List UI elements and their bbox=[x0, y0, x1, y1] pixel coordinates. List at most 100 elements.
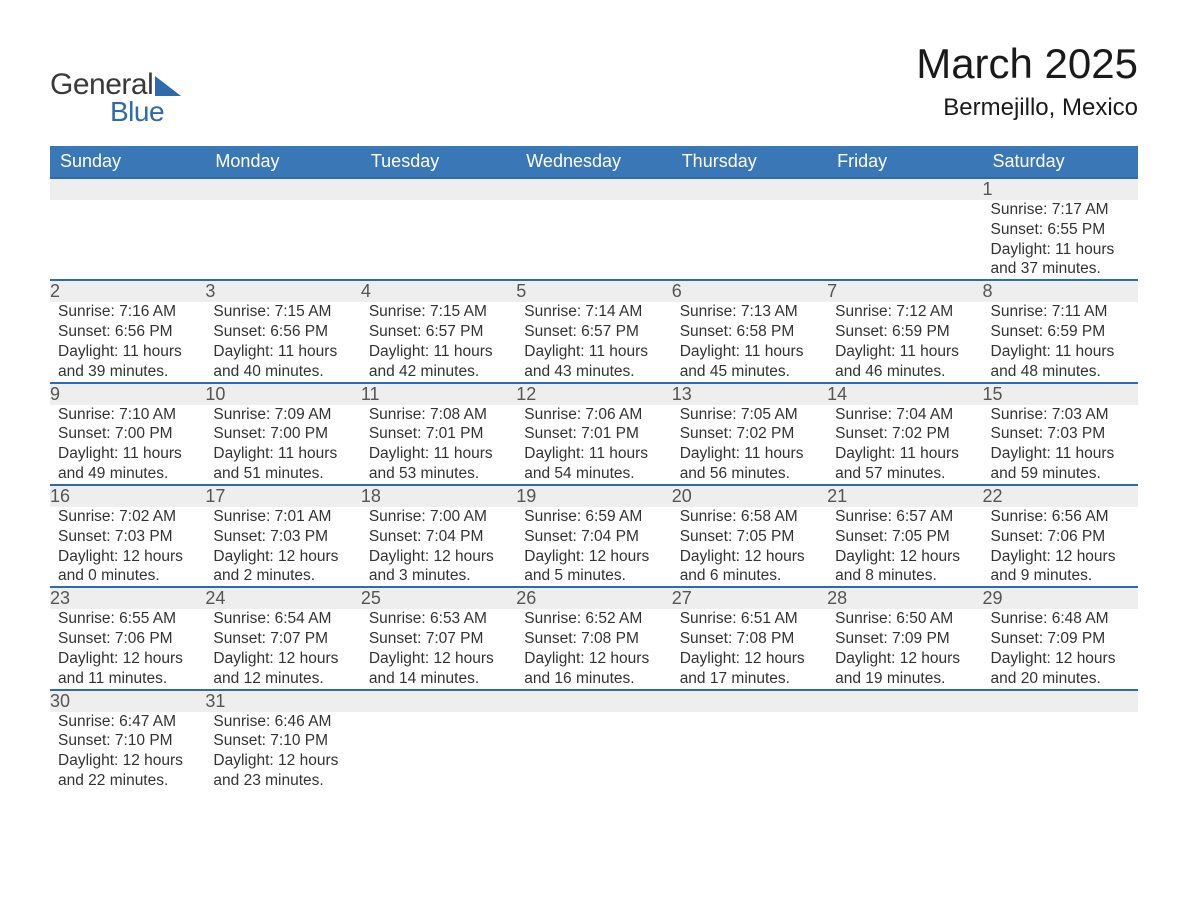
empty-day-cell bbox=[361, 200, 516, 280]
daynum-row: 16171819202122 bbox=[50, 485, 1138, 507]
logo-triangle-icon bbox=[155, 76, 181, 96]
sunrise-line: Sunrise: 7:17 AM bbox=[983, 200, 1138, 220]
day-cell: Sunrise: 7:10 AMSunset: 7:00 PMDaylight:… bbox=[50, 405, 205, 485]
daylight-line-2: and 48 minutes. bbox=[983, 362, 1138, 382]
page-title: March 2025 bbox=[916, 40, 1138, 88]
daylight-line-2: and 22 minutes. bbox=[50, 771, 205, 791]
daydata-row: Sunrise: 7:16 AMSunset: 6:56 PMDaylight:… bbox=[50, 302, 1138, 382]
sunrise-line: Sunrise: 6:50 AM bbox=[827, 609, 982, 629]
day-cell: Sunrise: 6:57 AMSunset: 7:05 PMDaylight:… bbox=[827, 507, 982, 587]
empty-daynum bbox=[516, 690, 671, 712]
sunset-line: Sunset: 7:06 PM bbox=[983, 527, 1138, 547]
daylight-line-1: Daylight: 12 hours bbox=[827, 649, 982, 669]
daylight-line-2: and 37 minutes. bbox=[983, 259, 1138, 279]
day-number: 1 bbox=[983, 178, 1138, 200]
daylight-line-1: Daylight: 11 hours bbox=[983, 240, 1138, 260]
empty-daynum bbox=[827, 690, 982, 712]
daylight-line-2: and 39 minutes. bbox=[50, 362, 205, 382]
day-cell: Sunrise: 7:15 AMSunset: 6:57 PMDaylight:… bbox=[361, 302, 516, 382]
sunset-line: Sunset: 7:03 PM bbox=[50, 527, 205, 547]
day-number: 24 bbox=[205, 587, 360, 609]
sunset-line: Sunset: 7:08 PM bbox=[516, 629, 671, 649]
sunset-line: Sunset: 7:02 PM bbox=[827, 424, 982, 444]
day-number: 4 bbox=[361, 280, 516, 302]
logo-text-blue: Blue bbox=[110, 96, 164, 128]
daylight-line-1: Daylight: 12 hours bbox=[827, 547, 982, 567]
sunset-line: Sunset: 7:02 PM bbox=[672, 424, 827, 444]
sunset-line: Sunset: 7:09 PM bbox=[827, 629, 982, 649]
sunset-line: Sunset: 7:06 PM bbox=[50, 629, 205, 649]
sunset-line: Sunset: 6:57 PM bbox=[516, 322, 671, 342]
daylight-line-2: and 3 minutes. bbox=[361, 566, 516, 586]
day-number: 30 bbox=[50, 690, 205, 712]
logo: General Blue bbox=[50, 40, 181, 128]
daylight-line-2: and 46 minutes. bbox=[827, 362, 982, 382]
day-cell: Sunrise: 7:11 AMSunset: 6:59 PMDaylight:… bbox=[983, 302, 1138, 382]
sunrise-line: Sunrise: 7:14 AM bbox=[516, 302, 671, 322]
sunrise-line: Sunrise: 7:05 AM bbox=[672, 405, 827, 425]
sunrise-line: Sunrise: 7:09 AM bbox=[205, 405, 360, 425]
daylight-line-2: and 53 minutes. bbox=[361, 464, 516, 484]
weekday-header: Friday bbox=[827, 146, 982, 178]
sunrise-line: Sunrise: 6:55 AM bbox=[50, 609, 205, 629]
day-cell: Sunrise: 6:52 AMSunset: 7:08 PMDaylight:… bbox=[516, 609, 671, 689]
sunrise-line: Sunrise: 7:13 AM bbox=[672, 302, 827, 322]
sunset-line: Sunset: 6:56 PM bbox=[205, 322, 360, 342]
weekday-header: Thursday bbox=[672, 146, 827, 178]
day-number: 9 bbox=[50, 383, 205, 405]
day-number: 21 bbox=[827, 485, 982, 507]
empty-daynum bbox=[672, 690, 827, 712]
daylight-line-2: and 59 minutes. bbox=[983, 464, 1138, 484]
empty-day-cell bbox=[50, 200, 205, 280]
daylight-line-2: and 49 minutes. bbox=[50, 464, 205, 484]
day-cell: Sunrise: 6:46 AMSunset: 7:10 PMDaylight:… bbox=[205, 712, 360, 791]
empty-day-cell bbox=[516, 200, 671, 280]
day-cell: Sunrise: 7:03 AMSunset: 7:03 PMDaylight:… bbox=[983, 405, 1138, 485]
daylight-line-1: Daylight: 12 hours bbox=[983, 649, 1138, 669]
daylight-line-1: Daylight: 11 hours bbox=[983, 444, 1138, 464]
daydata-row: Sunrise: 6:47 AMSunset: 7:10 PMDaylight:… bbox=[50, 712, 1138, 791]
daydata-row: Sunrise: 7:10 AMSunset: 7:00 PMDaylight:… bbox=[50, 405, 1138, 485]
sunset-line: Sunset: 7:05 PM bbox=[827, 527, 982, 547]
sunrise-line: Sunrise: 7:11 AM bbox=[983, 302, 1138, 322]
daydata-row: Sunrise: 7:02 AMSunset: 7:03 PMDaylight:… bbox=[50, 507, 1138, 587]
title-block: March 2025 Bermejillo, Mexico bbox=[916, 40, 1138, 122]
sunset-line: Sunset: 7:03 PM bbox=[983, 424, 1138, 444]
daylight-line-2: and 57 minutes. bbox=[827, 464, 982, 484]
daylight-line-2: and 9 minutes. bbox=[983, 566, 1138, 586]
sunrise-line: Sunrise: 7:06 AM bbox=[516, 405, 671, 425]
sunrise-line: Sunrise: 6:59 AM bbox=[516, 507, 671, 527]
daynum-row: 23242526272829 bbox=[50, 587, 1138, 609]
day-cell: Sunrise: 7:09 AMSunset: 7:00 PMDaylight:… bbox=[205, 405, 360, 485]
sunrise-line: Sunrise: 6:58 AM bbox=[672, 507, 827, 527]
daynum-row: 9101112131415 bbox=[50, 383, 1138, 405]
daylight-line-2: and 45 minutes. bbox=[672, 362, 827, 382]
sunrise-line: Sunrise: 6:54 AM bbox=[205, 609, 360, 629]
sunset-line: Sunset: 7:09 PM bbox=[983, 629, 1138, 649]
day-cell: Sunrise: 6:58 AMSunset: 7:05 PMDaylight:… bbox=[672, 507, 827, 587]
day-number: 11 bbox=[361, 383, 516, 405]
day-cell: Sunrise: 7:15 AMSunset: 6:56 PMDaylight:… bbox=[205, 302, 360, 382]
daylight-line-2: and 23 minutes. bbox=[205, 771, 360, 791]
daylight-line-2: and 56 minutes. bbox=[672, 464, 827, 484]
day-cell: Sunrise: 7:14 AMSunset: 6:57 PMDaylight:… bbox=[516, 302, 671, 382]
day-number: 26 bbox=[516, 587, 671, 609]
daydata-row: Sunrise: 7:17 AMSunset: 6:55 PMDaylight:… bbox=[50, 200, 1138, 280]
daylight-line-2: and 54 minutes. bbox=[516, 464, 671, 484]
day-number: 13 bbox=[672, 383, 827, 405]
daylight-line-1: Daylight: 12 hours bbox=[205, 751, 360, 771]
day-cell: Sunrise: 7:00 AMSunset: 7:04 PMDaylight:… bbox=[361, 507, 516, 587]
empty-daynum bbox=[827, 178, 982, 200]
empty-day-cell bbox=[672, 200, 827, 280]
daylight-line-1: Daylight: 11 hours bbox=[983, 342, 1138, 362]
day-number: 29 bbox=[983, 587, 1138, 609]
day-cell: Sunrise: 7:13 AMSunset: 6:58 PMDaylight:… bbox=[672, 302, 827, 382]
weekday-header: Monday bbox=[205, 146, 360, 178]
day-number: 17 bbox=[205, 485, 360, 507]
day-number: 25 bbox=[361, 587, 516, 609]
day-number: 3 bbox=[205, 280, 360, 302]
sunset-line: Sunset: 7:07 PM bbox=[205, 629, 360, 649]
daynum-row: 2345678 bbox=[50, 280, 1138, 302]
day-cell: Sunrise: 6:55 AMSunset: 7:06 PMDaylight:… bbox=[50, 609, 205, 689]
day-number: 27 bbox=[672, 587, 827, 609]
